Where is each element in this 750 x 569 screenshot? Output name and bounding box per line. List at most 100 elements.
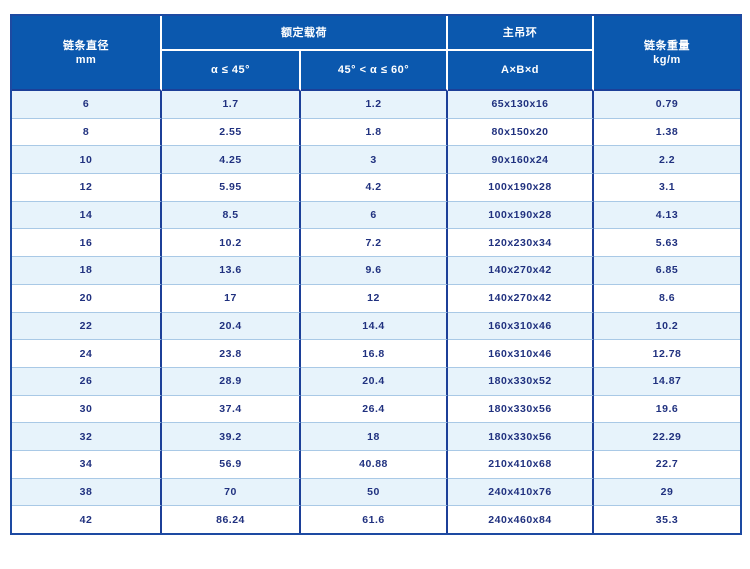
- header-chain-weight: 链条重量 kg/m: [594, 16, 740, 91]
- cell-ring-dimensions: 90x160x24: [448, 146, 594, 175]
- cell-ring-dimensions: 160x310x46: [448, 312, 594, 341]
- cell-load-45-60: 26.4: [301, 395, 448, 424]
- cell-chain-diameter: 32: [12, 423, 162, 451]
- cell-load-le45: 39.2: [162, 423, 301, 451]
- cell-chain-weight: 1.38: [594, 118, 740, 147]
- table-header: 链条直径 mm 额定载荷 主吊环 链条重量 kg/m α ≤ 45° 45° <…: [12, 16, 740, 91]
- cell-load-45-60: 40.88: [301, 450, 448, 479]
- header-chain-diameter-unit: mm: [75, 53, 97, 66]
- table-row: 26 28.9 20.4 180x330x52 14.87: [12, 367, 740, 396]
- cell-load-le45: 56.9: [162, 450, 301, 479]
- cell-ring-dimensions: 180x330x56: [448, 395, 594, 424]
- cell-load-le45: 2.55: [162, 118, 301, 147]
- chain-spec-table: 链条直径 mm 额定载荷 主吊环 链条重量 kg/m α ≤ 45° 45° <…: [10, 14, 742, 535]
- cell-chain-weight: 8.6: [594, 284, 740, 313]
- cell-load-le45: 20.4: [162, 312, 301, 341]
- cell-load-45-60: 14.4: [301, 312, 448, 341]
- cell-chain-weight: 22.7: [594, 450, 740, 479]
- header-ring-dimensions: A×B×d: [448, 50, 594, 91]
- cell-chain-diameter: 14: [12, 201, 162, 230]
- cell-load-le45: 1.7: [162, 91, 301, 119]
- table-row: 18 13.6 9.6 140x270x42 6.85: [12, 257, 740, 285]
- table-row: 12 5.95 4.2 100x190x28 3.1: [12, 174, 740, 202]
- header-chain-diameter-title: 链条直径: [63, 39, 109, 52]
- cell-chain-weight: 22.29: [594, 423, 740, 451]
- cell-ring-dimensions: 120x230x34: [448, 229, 594, 258]
- cell-ring-dimensions: 180x330x52: [448, 367, 594, 396]
- cell-chain-diameter: 38: [12, 478, 162, 507]
- cell-chain-diameter: 22: [12, 312, 162, 341]
- cell-chain-diameter: 10: [12, 146, 162, 175]
- table-row: 34 56.9 40.88 210x410x68 22.7: [12, 450, 740, 479]
- cell-chain-diameter: 26: [12, 367, 162, 396]
- cell-chain-weight: 4.13: [594, 201, 740, 230]
- cell-ring-dimensions: 65x130x16: [448, 91, 594, 119]
- cell-chain-diameter: 20: [12, 284, 162, 313]
- cell-load-45-60: 4.2: [301, 174, 448, 202]
- cell-chain-diameter: 34: [12, 450, 162, 479]
- cell-chain-diameter: 24: [12, 340, 162, 368]
- cell-ring-dimensions: 210x410x68: [448, 450, 594, 479]
- cell-chain-diameter: 12: [12, 174, 162, 202]
- header-rated-load-group: 额定载荷: [162, 16, 448, 51]
- cell-chain-weight: 10.2: [594, 312, 740, 341]
- cell-ring-dimensions: 100x190x28: [448, 174, 594, 202]
- cell-ring-dimensions: 80x150x20: [448, 118, 594, 147]
- table-row: 32 39.2 18 180x330x56 22.29: [12, 423, 740, 451]
- cell-chain-diameter: 18: [12, 257, 162, 285]
- cell-chain-weight: 5.63: [594, 229, 740, 258]
- cell-chain-diameter: 6: [12, 91, 162, 119]
- cell-load-45-60: 18: [301, 423, 448, 451]
- cell-load-45-60: 9.6: [301, 257, 448, 285]
- header-chain-weight-title: 链条重量: [644, 39, 690, 52]
- table-row: 42 86.24 61.6 240x460x84 35.3: [12, 506, 740, 533]
- cell-load-le45: 4.25: [162, 146, 301, 175]
- cell-chain-weight: 0.79: [594, 91, 740, 119]
- cell-load-45-60: 1.2: [301, 91, 448, 119]
- cell-ring-dimensions: 240x410x76: [448, 478, 594, 507]
- cell-chain-diameter: 8: [12, 118, 162, 147]
- header-main-ring: 主吊环: [448, 16, 594, 51]
- table-row: 16 10.2 7.2 120x230x34 5.63: [12, 229, 740, 258]
- cell-ring-dimensions: 100x190x28: [448, 201, 594, 230]
- cell-chain-diameter: 16: [12, 229, 162, 258]
- table-row: 20 17 12 140x270x42 8.6: [12, 284, 740, 313]
- cell-load-le45: 5.95: [162, 174, 301, 202]
- table-row: 22 20.4 14.4 160x310x46 10.2: [12, 312, 740, 341]
- cell-chain-weight: 35.3: [594, 506, 740, 533]
- cell-chain-weight: 14.87: [594, 367, 740, 396]
- table-row: 24 23.8 16.8 160x310x46 12.78: [12, 340, 740, 368]
- cell-chain-weight: 29: [594, 478, 740, 507]
- cell-chain-diameter: 30: [12, 395, 162, 424]
- cell-load-45-60: 6: [301, 201, 448, 230]
- cell-load-45-60: 1.8: [301, 118, 448, 147]
- cell-load-le45: 23.8: [162, 340, 301, 368]
- table-row: 30 37.4 26.4 180x330x56 19.6: [12, 395, 740, 424]
- cell-chain-weight: 2.2: [594, 146, 740, 175]
- cell-load-le45: 86.24: [162, 506, 301, 533]
- cell-ring-dimensions: 160x310x46: [448, 340, 594, 368]
- cell-load-le45: 10.2: [162, 229, 301, 258]
- header-load-angle-45-60: 45° < α ≤ 60°: [301, 50, 448, 91]
- cell-load-45-60: 50: [301, 478, 448, 507]
- cell-load-le45: 8.5: [162, 201, 301, 230]
- cell-chain-weight: 6.85: [594, 257, 740, 285]
- cell-load-le45: 70: [162, 478, 301, 507]
- cell-load-45-60: 20.4: [301, 367, 448, 396]
- cell-load-le45: 37.4: [162, 395, 301, 424]
- table-row: 6 1.7 1.2 65x130x16 0.79: [12, 91, 740, 119]
- cell-load-le45: 13.6: [162, 257, 301, 285]
- cell-load-45-60: 61.6: [301, 506, 448, 533]
- table-body: 6 1.7 1.2 65x130x16 0.79 8 2.55 1.8 80x150x20 1.3…: [12, 91, 740, 533]
- cell-ring-dimensions: 140x270x42: [448, 257, 594, 285]
- header-chain-diameter: 链条直径 mm: [12, 16, 162, 91]
- cell-chain-weight: 12.78: [594, 340, 740, 368]
- cell-ring-dimensions: 140x270x42: [448, 284, 594, 313]
- table-row: 38 70 50 240x410x76 29: [12, 478, 740, 507]
- cell-load-45-60: 12: [301, 284, 448, 313]
- cell-ring-dimensions: 240x460x84: [448, 506, 594, 533]
- table-row: 10 4.25 3 90x160x24 2.2: [12, 146, 740, 175]
- header-chain-weight-unit: kg/m: [653, 53, 681, 66]
- table-row: 14 8.5 6 100x190x28 4.13: [12, 201, 740, 230]
